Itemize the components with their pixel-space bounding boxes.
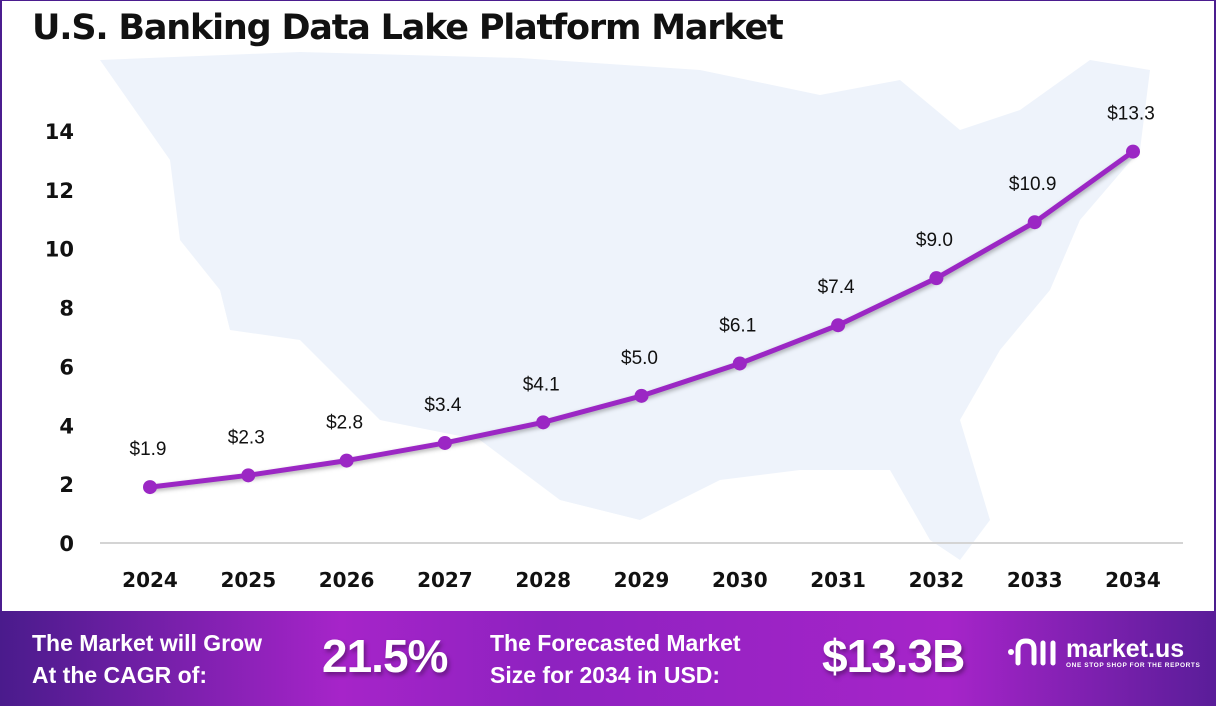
cagr-caption-line2: At the CAGR of:: [32, 662, 208, 688]
x-tick-label: 2034: [1105, 568, 1161, 592]
forecast-caption: The Forecasted Market Size for 2034 in U…: [490, 627, 741, 691]
cagr-value: 21.5%: [322, 630, 448, 682]
x-tick-label: 2025: [220, 568, 276, 592]
data-label: $10.9: [1009, 174, 1057, 195]
data-point: [143, 480, 157, 495]
data-label: $3.4: [424, 395, 461, 416]
x-tick-label: 2029: [614, 568, 670, 592]
us-map-silhouette: [100, 52, 1150, 560]
y-tick-label: 10: [45, 238, 74, 262]
data-label: $5.0: [621, 348, 658, 369]
data-label: $6.1: [719, 315, 756, 336]
data-point: [536, 415, 551, 430]
logo-tagline: ONE STOP SHOP FOR THE REPORTS: [1066, 661, 1201, 669]
line-chart: 0 2 4 6 8 10 12 14 2024 2025 2026 2027 2028 2029 2030…: [45, 52, 1183, 592]
chart-frame: [0, 0, 1216, 611]
y-tick-label: 2: [59, 473, 74, 497]
data-label: $4.1: [523, 374, 560, 395]
data-label: $13.3: [1107, 104, 1155, 125]
x-tick-label: 2026: [319, 568, 375, 592]
chart-title: U.S. Banking Data Lake Platform Market: [32, 8, 784, 48]
x-tick-label: 2030: [712, 568, 768, 592]
data-label: $7.4: [818, 277, 855, 298]
y-tick-label: 0: [59, 532, 74, 556]
data-point: [634, 388, 649, 403]
x-tick-label: 2031: [810, 568, 866, 592]
market-us-logo: market.us ONE STOP SHOP FOR THE REPORTS: [1006, 635, 1200, 669]
data-point: [831, 318, 846, 333]
data-label: $2.8: [326, 413, 363, 434]
data-point: [929, 271, 944, 286]
x-tick-label: 2028: [515, 568, 571, 592]
data-point: [339, 453, 354, 468]
logo-name: market.us: [1066, 634, 1185, 663]
forecast-caption-line2: Size for 2034 in USD:: [490, 662, 721, 688]
y-tick-label: 12: [45, 179, 74, 203]
y-tick-label: 4: [59, 414, 74, 438]
x-tick-label: 2024: [122, 568, 178, 592]
data-point: [241, 468, 256, 483]
forecast-caption-line1: The Forecasted Market: [490, 630, 741, 656]
data-point: [1027, 215, 1042, 230]
forecast-value: $13.3B: [822, 630, 965, 682]
x-tick-label: 2032: [909, 568, 965, 592]
data-point: [437, 435, 452, 450]
x-tick-label: 2027: [417, 568, 473, 592]
y-tick-label: 6: [59, 355, 74, 379]
x-tick-label: 2033: [1007, 568, 1063, 592]
summary-banner: The Market will Grow At the CAGR of: 21.…: [0, 611, 1216, 706]
cagr-caption-line1: The Market will Grow: [32, 630, 263, 656]
data-point: [1126, 144, 1140, 159]
cagr-caption: The Market will Grow At the CAGR of:: [32, 627, 262, 691]
data-point: [732, 356, 747, 371]
y-tick-label: 8: [59, 297, 74, 321]
logo-icon: [1008, 638, 1056, 666]
data-label: $9.0: [916, 230, 953, 251]
data-label: $2.3: [228, 427, 265, 448]
data-label: $1.9: [130, 439, 167, 460]
y-tick-label: 14: [45, 120, 74, 144]
